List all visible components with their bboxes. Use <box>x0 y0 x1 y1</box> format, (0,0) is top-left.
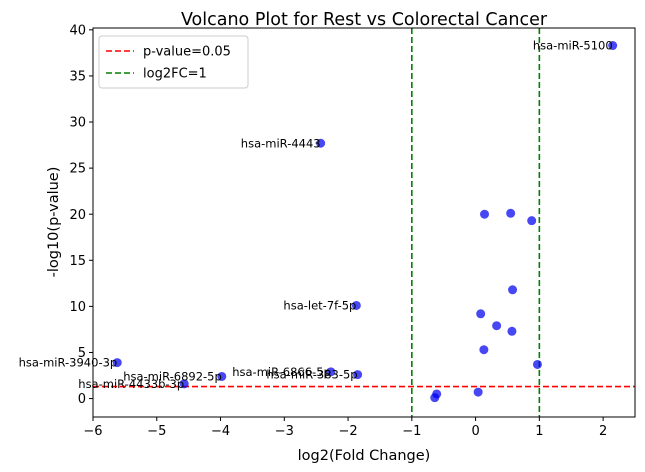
data-point-11 <box>532 359 542 369</box>
chart-title: Volcano Plot for Rest vs Colorectal Canc… <box>181 10 548 30</box>
x-tick-label-4: −2 <box>338 424 357 439</box>
data-point-8 <box>492 321 502 331</box>
point-annotation-5: hsa-miR-383-5p <box>266 368 357 382</box>
y-tick-label-2: 10 <box>69 300 86 315</box>
x-tick-label-2: −4 <box>211 424 230 439</box>
data-point-17 <box>473 387 483 397</box>
data-point-9 <box>507 326 517 336</box>
data-point-19 <box>430 393 440 403</box>
data-point-14 <box>353 370 363 380</box>
data-point-15 <box>217 371 227 381</box>
x-tick-label-6: 0 <box>471 424 479 439</box>
legend-label-1: log2FC=1 <box>143 67 207 82</box>
legend-label-0: p-value=0.05 <box>143 45 231 60</box>
y-axis-label: -log10(p-value) <box>46 167 62 278</box>
x-axis-label: log2(Fold Change) <box>298 448 431 464</box>
data-point-12 <box>112 358 122 368</box>
y-tick-label-4: 20 <box>69 208 86 223</box>
y-tick-label-7: 35 <box>69 69 86 84</box>
data-point-10 <box>479 345 489 355</box>
data-point-0 <box>608 41 618 51</box>
data-point-3 <box>506 208 516 218</box>
data-point-6 <box>351 300 361 310</box>
y-tick-label-1: 5 <box>78 346 86 361</box>
data-point-1 <box>316 138 326 148</box>
x-tick-label-5: −1 <box>402 424 421 439</box>
y-axis-ticks: 0 5 10 15 20 25 30 35 40 <box>69 23 93 407</box>
data-point-13 <box>326 367 336 377</box>
point-annotations: hsa-miR-5100 hsa-miR-4443 hsa-let-7f-5p hsa… <box>19 39 613 391</box>
point-annotation-2: hsa-let-7f-5p <box>283 298 356 312</box>
point-annotation-4: hsa-miR-6866-5p <box>232 365 331 379</box>
point-annotation-7: hsa-miR-4433b-3p <box>78 377 184 391</box>
data-point-16 <box>179 379 189 389</box>
y-tick-label-8: 40 <box>69 23 86 38</box>
plot-frame <box>92 27 636 418</box>
x-tick-label-0: −6 <box>83 424 102 439</box>
data-points <box>112 41 618 403</box>
data-point-4 <box>527 216 537 226</box>
data-point-7 <box>476 309 486 319</box>
x-tick-label-7: 1 <box>535 424 543 439</box>
legend-box <box>98 35 249 89</box>
point-annotation-0: hsa-miR-5100 <box>533 39 613 53</box>
point-annotation-1: hsa-miR-4443 <box>241 136 321 150</box>
y-tick-label-5: 25 <box>69 162 86 177</box>
x-tick-label-3: −3 <box>275 424 294 439</box>
x-axis-ticks: −6 −5 −4 −3 −2 −1 0 1 2 <box>83 417 607 439</box>
legend: p-value=0.05 log2FC=1 <box>98 35 249 89</box>
point-annotation-6: hsa-miR-6892-5p <box>123 369 222 383</box>
x-tick-label-8: 2 <box>599 424 607 439</box>
y-tick-label-3: 15 <box>69 254 86 269</box>
x-tick-label-1: −5 <box>147 424 166 439</box>
y-tick-label-0: 0 <box>78 392 86 407</box>
point-annotation-3: hsa-miR-3940-3p <box>19 356 118 370</box>
data-point-5 <box>508 285 518 295</box>
y-tick-label-6: 30 <box>69 116 86 131</box>
data-point-2 <box>480 209 490 219</box>
